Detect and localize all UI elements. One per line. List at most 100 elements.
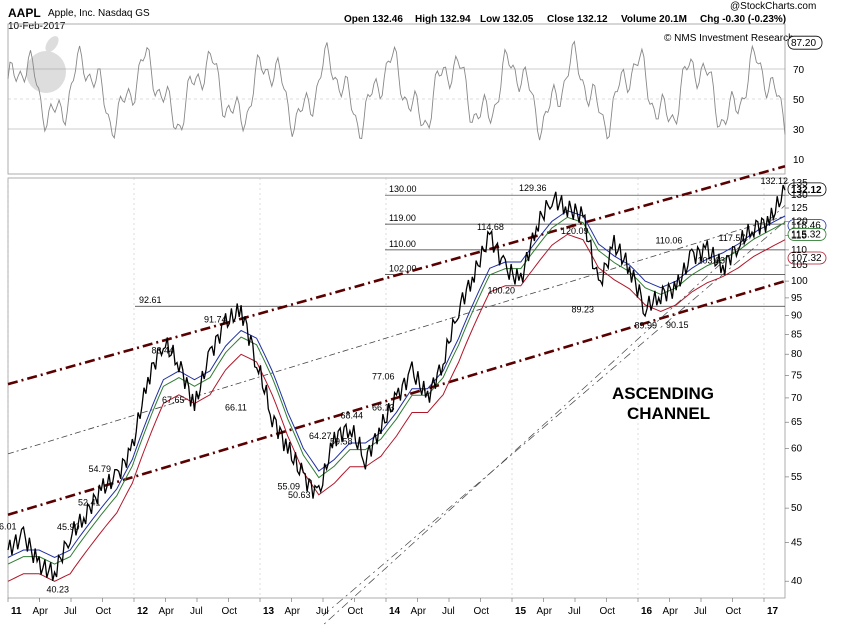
point-label: 90.15 [666, 320, 689, 330]
x-tick-label: Oct [474, 606, 490, 617]
y-tick-label: 120 [791, 216, 808, 227]
x-tick-label: Jul [190, 606, 203, 617]
point-label: 117.57 [719, 233, 746, 243]
ma-value-box [787, 228, 827, 241]
x-tick-label: Apr [159, 606, 175, 617]
point-label: 114.68 [477, 222, 504, 232]
point-label: 67.65 [162, 395, 185, 405]
level-label: 130.00 [389, 184, 417, 194]
point-label: 100.20 [488, 285, 516, 295]
point-label: 110.06 [656, 236, 683, 246]
rsi-tick-label: 10 [793, 155, 805, 166]
point-label: 55.09 [278, 481, 301, 491]
y-tick-label: 115 [791, 230, 807, 241]
x-tick-label: Apr [537, 606, 553, 617]
point-label: 45.90 [57, 522, 80, 532]
high-value: High 132.94 [415, 14, 471, 25]
x-tick-label: Apr [663, 606, 679, 617]
x-tick-label: Jul [316, 606, 329, 617]
trend-lines [7, 165, 786, 626]
open-value: Open 132.46 [344, 14, 403, 25]
credit: © NMS Investment Research [664, 33, 794, 44]
ma-200-line [7, 233, 786, 582]
point-label: 77.06 [372, 371, 395, 381]
y-tick-label: 125 [791, 203, 808, 214]
support-line-2 [321, 205, 786, 626]
x-tick-label: Apr [285, 606, 301, 617]
point-label: 59.58 [330, 437, 353, 447]
channel-lower [7, 279, 786, 516]
point-label: 68.44 [341, 410, 364, 420]
y-tick-label: 45 [791, 538, 803, 549]
x-tick-label: Apr [33, 606, 49, 617]
price-line [7, 184, 786, 581]
x-tick-label: Oct [96, 606, 112, 617]
point-label: 89.23 [572, 304, 595, 314]
ma-value-box [787, 251, 827, 265]
y-tick-label: 135 [791, 178, 808, 189]
y-tick-label: 40 [791, 576, 803, 587]
channel-annotation: ASCENDING CHANNEL [612, 384, 714, 423]
watermark: @StockCharts.com [730, 1, 816, 12]
rsi-area: 907050301087.20 [7, 35, 823, 166]
level-label: 119.00 [389, 213, 416, 223]
x-tick-label: Apr [411, 606, 427, 617]
y-tick-label: 100 [791, 276, 808, 287]
y-tick-label: 130 [791, 190, 808, 201]
y-tick-label: 80 [791, 349, 803, 360]
ma-20-line [7, 210, 786, 559]
y-tick-label: 110 [791, 245, 807, 256]
y-tick-label: 95 [791, 293, 803, 304]
rsi-tick-label: 30 [793, 125, 805, 136]
point-label: 129.36 [519, 183, 547, 193]
y-tick-label: 75 [791, 370, 803, 381]
y-tick-label: 65 [791, 417, 803, 428]
level-label: 110.00 [389, 239, 416, 249]
ma-value-label: 115.32 [791, 229, 821, 240]
point-label: 54.79 [89, 464, 112, 474]
y-tick-label: 85 [791, 329, 803, 340]
rsi-last-box [787, 35, 823, 50]
close-value: Close 132.12 [547, 14, 608, 25]
point-label: 120.09 [561, 226, 589, 236]
channel-upper [7, 165, 786, 386]
rsi-last-label: 87.20 [791, 38, 816, 49]
x-tick-label: Oct [600, 606, 616, 617]
low-value: Low 132.05 [480, 14, 534, 25]
x-tick-label: 17 [767, 606, 779, 617]
level-label: 92.61 [139, 295, 162, 305]
annotation-line-1: ASCENDING [612, 384, 714, 403]
point-label: 50.63 [288, 490, 311, 500]
x-tick-label: Oct [222, 606, 238, 617]
annotation-line-2: CHANNEL [627, 404, 710, 423]
point-label: 89.99 [635, 321, 658, 331]
point-label: 66.11 [225, 403, 247, 413]
company-name: Apple, Inc. Nasdaq GS [48, 8, 150, 19]
y-tick-label: 55 [791, 472, 803, 483]
symbol: AAPL [8, 6, 41, 20]
x-tick-label: Oct [348, 606, 364, 617]
point-label: 66.13 [372, 403, 395, 413]
point-label: 103.63 [698, 255, 726, 265]
level-label: 102.00 [389, 264, 417, 274]
x-tick-label: Jul [568, 606, 581, 617]
point-label: 52.41 [78, 498, 101, 508]
point-label: 91.74 [204, 314, 227, 324]
x-tick-label: Jul [694, 606, 707, 617]
change-value: Chg -0.30 (-0.23%) [700, 14, 786, 25]
y-tick-label: 105 [791, 260, 808, 271]
ma-value-label: 107.32 [791, 253, 822, 264]
x-tick-label: 12 [137, 606, 149, 617]
current-price-box [787, 182, 827, 197]
rsi-tick-label: 70 [793, 65, 805, 76]
x-tick-label: 15 [515, 606, 527, 617]
x-tick-label: 14 [389, 606, 401, 617]
y-tick-label: 50 [791, 503, 803, 514]
point-label: 46.01 [0, 521, 17, 531]
price-series [7, 184, 786, 582]
volume-value: Volume 20.1M [621, 14, 687, 25]
support-line-1 [322, 221, 786, 616]
y-tick-label: 90 [791, 311, 803, 322]
